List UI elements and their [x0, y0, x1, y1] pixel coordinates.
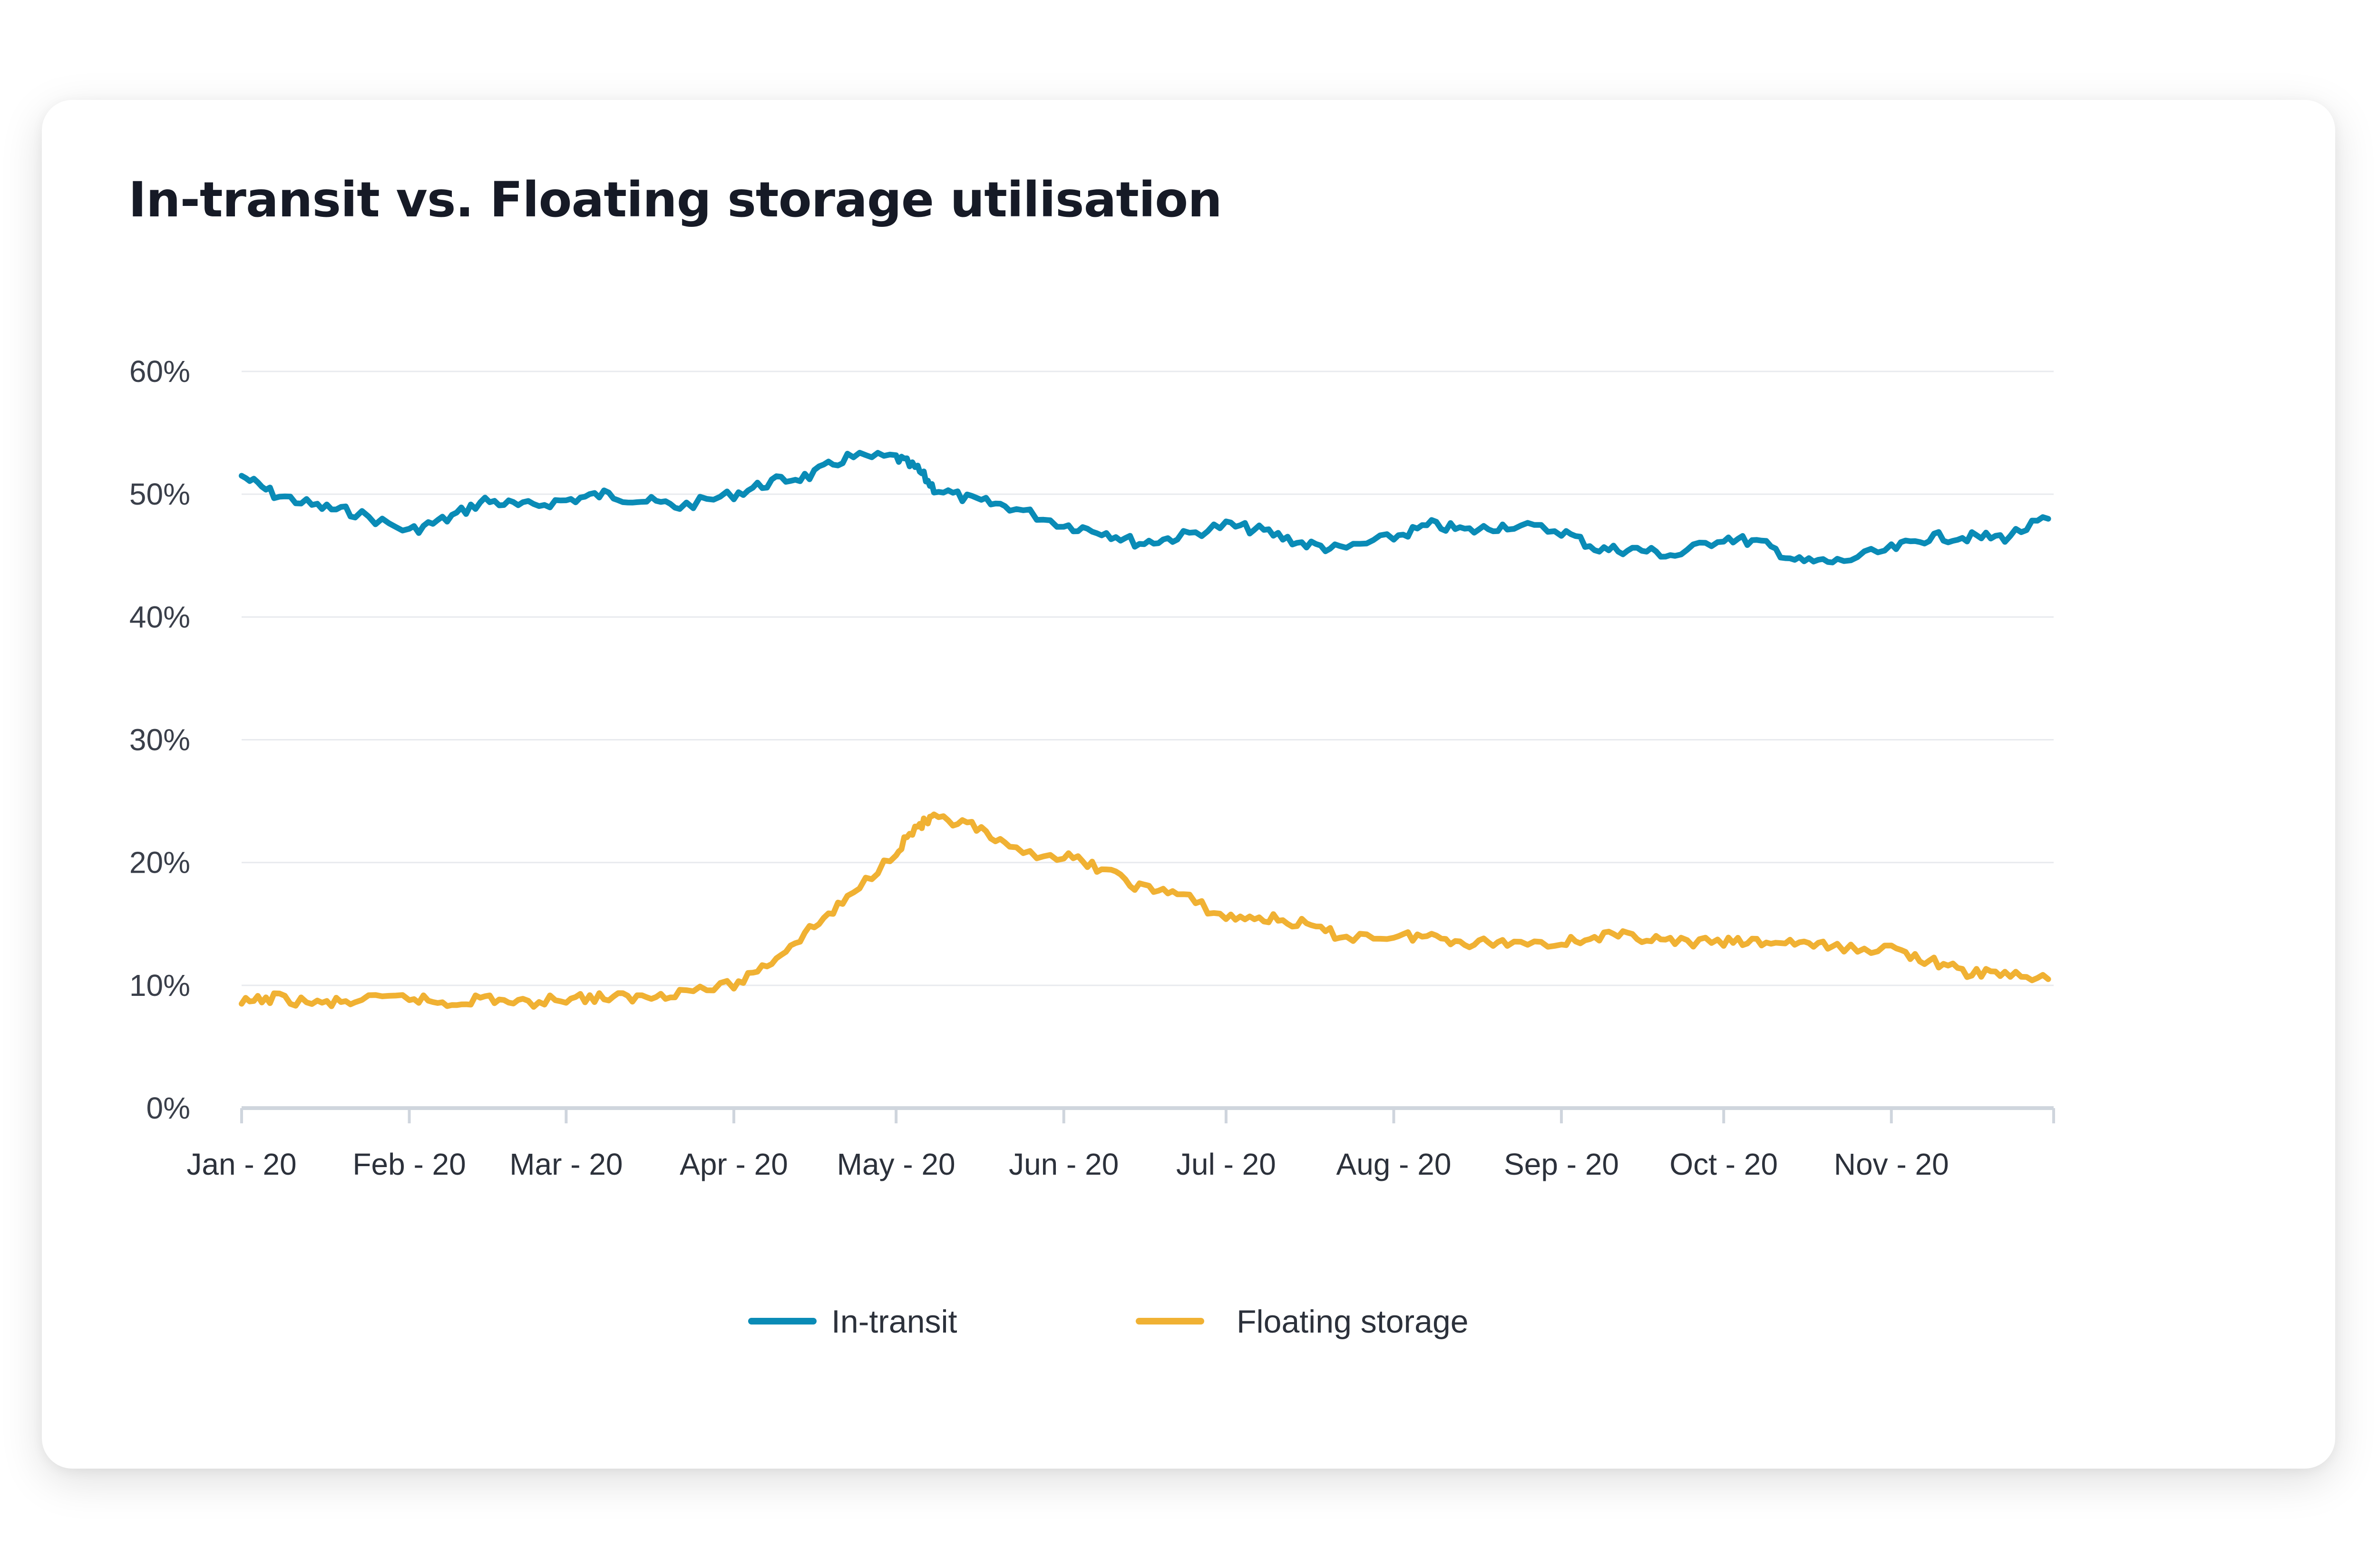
x-tick-label: Feb - 20 [352, 1147, 466, 1181]
series-line-in-transit [239, 449, 2051, 565]
series-line-floating-storage [239, 811, 2051, 1010]
x-tick-label: Jul - 20 [1176, 1147, 1276, 1181]
y-axis: 0% 10% 20% 30% 40% 50% 60% [129, 354, 190, 1125]
x-tick-label: May - 20 [837, 1147, 955, 1181]
y-tick-label: 30% [129, 723, 190, 757]
y-tick-label: 50% [129, 477, 190, 511]
series-lines [239, 449, 2051, 1010]
legend-label-in-transit: In-transit [831, 1304, 957, 1340]
x-tick-label: Oct - 20 [1669, 1147, 1778, 1181]
x-tick-label: Nov - 20 [1834, 1147, 1949, 1181]
x-tick-label: Aug - 20 [1336, 1147, 1452, 1181]
x-tick-label: Apr - 20 [680, 1147, 788, 1181]
legend: In-transit Floating storage [748, 1304, 1469, 1340]
x-tick-label: Jun - 20 [1009, 1147, 1119, 1181]
chart-card [42, 100, 2335, 1469]
chart-title: In-transit vs. Floating storage utilisat… [128, 172, 1222, 228]
x-tick-label: Mar - 20 [509, 1147, 623, 1181]
gridlines [242, 370, 2054, 986]
y-tick-label: 10% [129, 968, 190, 1003]
y-tick-label: 60% [129, 354, 190, 389]
legend-label-floating-storage: Floating storage [1237, 1304, 1469, 1340]
x-tick-label: Sep - 20 [1504, 1147, 1619, 1181]
x-axis-ticks: Jan - 20 Feb - 20 Mar - 20 Apr - 20 May - 20… [186, 1108, 2055, 1181]
y-tick-label: 40% [129, 600, 190, 634]
x-tick-label: Jan - 20 [186, 1147, 296, 1181]
y-tick-label: 0% [146, 1091, 191, 1125]
y-tick-label: 20% [129, 846, 190, 880]
